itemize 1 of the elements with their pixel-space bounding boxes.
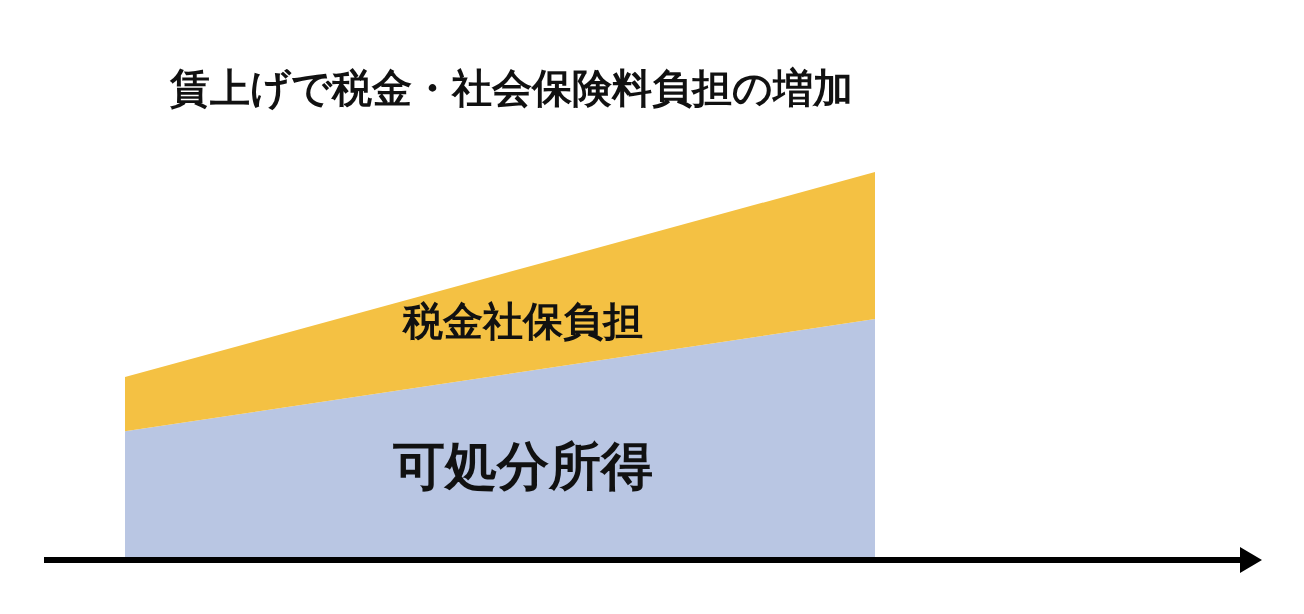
title: 賃上げで税金・社会保険料負担の増加 [170,65,853,111]
